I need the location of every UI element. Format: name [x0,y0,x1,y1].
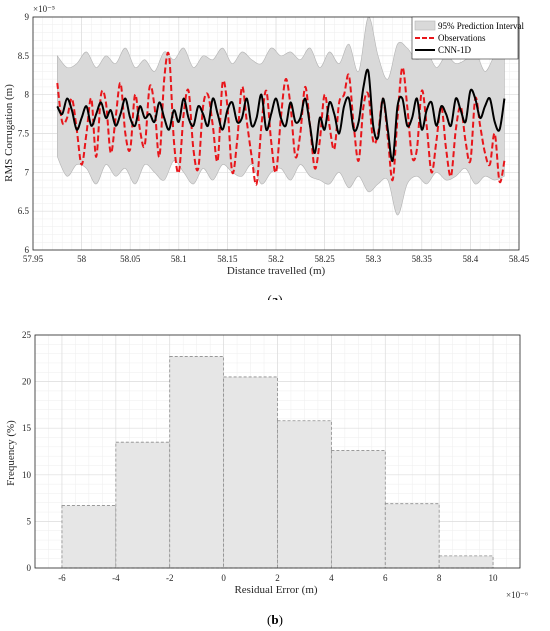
histogram-bar [277,420,332,569]
y-tick-label: 5 [27,516,32,526]
x-tick-label: 58.25 [314,254,335,264]
y-tick-label: 8.5 [18,51,30,61]
y-tick-label: 9 [25,12,30,22]
x-tick-label: 58.05 [120,254,141,264]
y-tick-label: 20 [22,377,32,387]
x-tick-label: 4 [329,573,334,583]
chart-a-xlabel: Distance travelled (m) [227,265,326,277]
observations-line [56,51,506,186]
x-tick-label: 58.3 [365,254,381,264]
legend-label-cnn: CNN-1D [438,45,471,55]
chart-b-frame [34,334,521,569]
x-tick-label: 0 [221,573,226,583]
y-tick-label: 6.5 [18,206,30,216]
legend-swatch-band [414,20,436,31]
x-tick-label: 57.95 [23,254,44,264]
x-tick-label: 58.35 [412,254,433,264]
x-tick-label: 58.15 [217,254,238,264]
chart-b-x-exponent: ×10⁻⁶ [506,590,528,600]
chart-b-xlabel: Residual Error (m) [234,584,317,596]
chart-b-ylabel: Frequency (%) [5,420,17,486]
chart-a: 57.95 58 58.05 58.1 58.15 58.2 58.25 58.3 58.35 5… [3,4,530,300]
x-tick-label: -6 [58,573,66,583]
x-tick-label: 10 [489,573,499,583]
cnn-1d-line [56,68,506,162]
panel-a-label: (a) [267,292,282,300]
chart-a-ylabel: RMS Corrugation (m) [3,84,15,182]
x-tick-label: -4 [112,573,120,583]
histogram-bar [223,376,278,569]
y-tick-label: 0 [27,563,32,573]
chart-a-ticks: 57.95 58 58.05 58.1 58.15 58.2 58.25 58.3 58.35 5… [18,12,530,264]
chart-a-y-exponent: ×10⁻⁵ [33,4,55,14]
chart-a-frame [32,16,520,251]
histogram-bar [169,356,225,569]
legend-label-observations: Observations [438,33,486,43]
y-tick-label: 10 [22,470,32,480]
x-tick-label: 58 [77,254,87,264]
x-tick-label: 58.45 [509,254,530,264]
x-tick-label: 6 [383,573,388,583]
y-tick-label: 7.5 [18,129,30,139]
y-tick-label: 25 [22,330,32,340]
y-tick-label: 7 [25,167,30,177]
histogram-bar [115,441,171,569]
chart-b-ticks: -6 -4 -2 0 2 4 6 8 10 0 5 10 15 20 25 [22,330,498,583]
x-tick-label: 58.2 [268,254,284,264]
x-tick-label: 58.4 [463,254,479,264]
x-tick-label: 8 [437,573,442,583]
y-tick-label: 6 [25,245,30,255]
x-tick-label: -2 [166,573,174,583]
histogram-bar [330,450,386,569]
y-tick-label: 8 [25,90,30,100]
histogram-bar [61,505,117,569]
panel-b-label: (b) [267,612,283,627]
histogram-bar [384,503,440,569]
histogram-bar [438,555,494,569]
legend-label-band: 95% Prediction Interval [438,21,524,31]
x-tick-label: 2 [275,573,280,583]
y-tick-label: 15 [22,423,32,433]
chart-a-legend: 95% Prediction Interval Observations CNN… [411,16,524,60]
chart-b: -6 -4 -2 0 2 4 6 8 10 0 5 10 15 20 25 ×10⁻⁶ Residual E… [5,330,528,627]
x-tick-label: 58.1 [171,254,187,264]
histogram-bars [61,356,494,569]
